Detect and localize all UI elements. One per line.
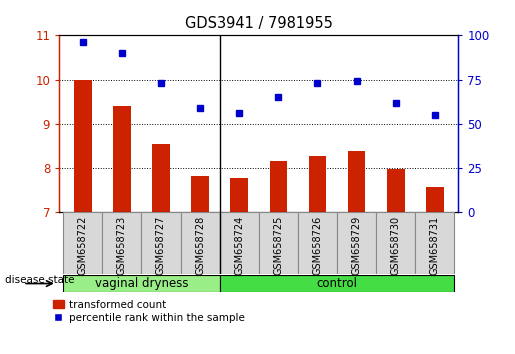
Text: GSM658727: GSM658727 [156,216,166,275]
Bar [230,178,248,212]
Text: GSM658724: GSM658724 [234,216,244,275]
Text: vaginal dryness: vaginal dryness [95,277,188,290]
Text: control: control [317,277,357,290]
Text: GSM658726: GSM658726 [313,216,322,275]
Legend: transformed count, percentile rank within the sample: transformed count, percentile rank withi… [49,296,249,327]
Bar [426,187,444,212]
Bar [298,212,337,274]
Text: disease state: disease state [5,275,75,285]
Bar [63,212,102,274]
Bar [191,176,209,212]
Bar [308,156,327,212]
Bar [113,106,131,212]
Text: GSM658723: GSM658723 [117,216,127,275]
Bar [220,212,259,274]
Text: GSM658725: GSM658725 [273,216,283,275]
Bar [376,212,415,274]
Bar [152,144,170,212]
Bar [337,212,376,274]
Text: GSM658722: GSM658722 [78,216,88,275]
Bar [259,212,298,274]
Bar [102,212,142,274]
Bar [415,212,454,274]
Text: GSM658729: GSM658729 [352,216,362,275]
Bar [74,80,92,212]
Bar [387,169,405,212]
Bar [142,212,181,274]
Title: GDS3941 / 7981955: GDS3941 / 7981955 [185,16,333,32]
Bar [348,151,366,212]
Text: GSM658731: GSM658731 [430,216,440,275]
Bar [63,275,220,292]
Bar [220,275,454,292]
Bar [181,212,220,274]
Bar [269,161,287,212]
Text: GSM658730: GSM658730 [391,216,401,275]
Text: GSM658728: GSM658728 [195,216,205,275]
